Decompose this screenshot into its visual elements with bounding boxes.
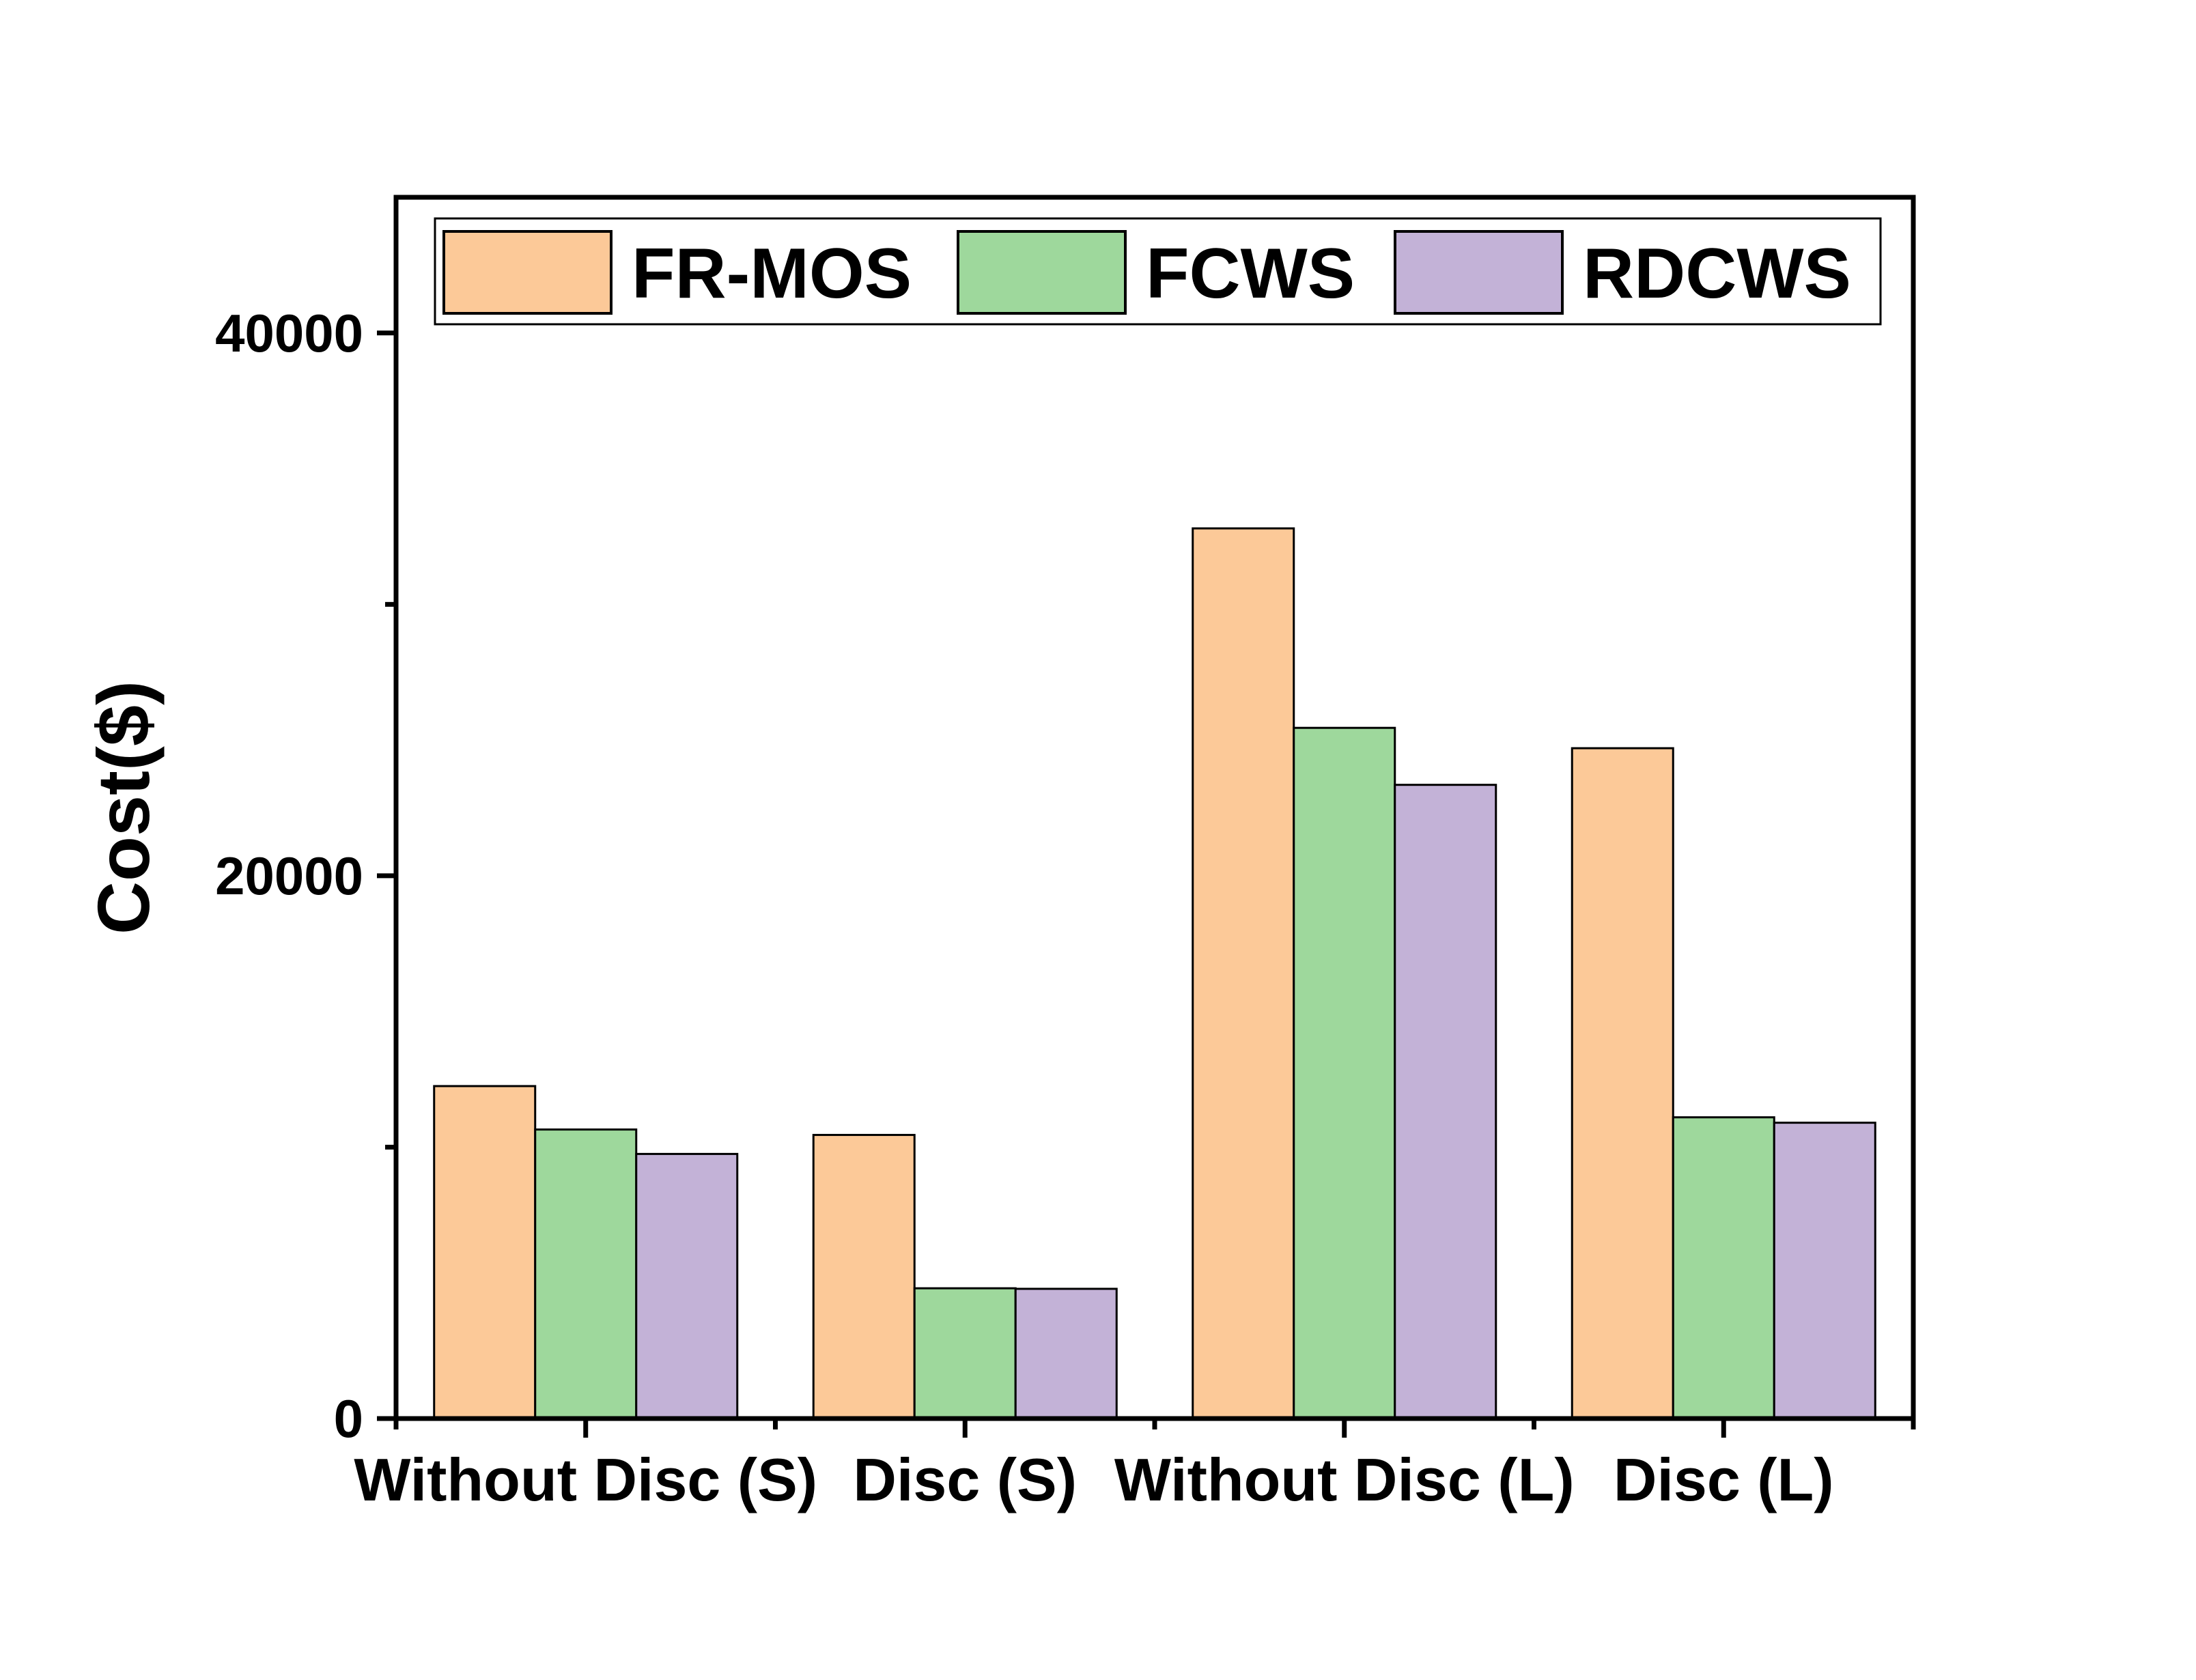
legend-label-fr-mos: FR-MOS bbox=[632, 234, 912, 313]
bar-fcws-1 bbox=[534, 1128, 638, 1420]
y-axis: 0 20000 40000 bbox=[215, 303, 396, 1449]
y-tick-label: 40000 bbox=[215, 303, 363, 363]
bar-fcws-2 bbox=[913, 1287, 1017, 1420]
bar-fcws-4 bbox=[1672, 1116, 1775, 1420]
legend: FR-MOS FCWS RDCWS bbox=[434, 217, 1882, 326]
legend-box bbox=[434, 217, 1882, 326]
legend-swatch-rdcws bbox=[1394, 230, 1564, 315]
bar-rdcws-1 bbox=[635, 1152, 739, 1420]
bar-fcws-3 bbox=[1293, 726, 1396, 1420]
x-category-label: Disc (S) bbox=[853, 1446, 1077, 1513]
bar-fr-mos-4 bbox=[1571, 747, 1674, 1420]
bar-fr-mos-2 bbox=[812, 1134, 916, 1420]
legend-swatch-fr-mos bbox=[442, 230, 613, 315]
legend-label-rdcws: RDCWS bbox=[1583, 234, 1851, 313]
bar-fr-mos-1 bbox=[433, 1085, 537, 1420]
bar-rdcws-2 bbox=[1014, 1287, 1118, 1420]
x-axis: Without Disc (S) Disc (S) Without Disc (L)… bbox=[354, 1419, 1916, 1513]
bar-rdcws-3 bbox=[1394, 784, 1497, 1420]
legend-label-fcws: FCWS bbox=[1146, 234, 1355, 313]
x-category-label: Disc (L) bbox=[1614, 1446, 1834, 1513]
x-category-label: Without Disc (S) bbox=[354, 1446, 817, 1513]
bar-fr-mos-3 bbox=[1192, 527, 1295, 1420]
bar-rdcws-4 bbox=[1773, 1122, 1876, 1420]
legend-swatch-fcws bbox=[957, 230, 1127, 315]
y-tick-label: 0 bbox=[334, 1389, 363, 1449]
y-tick-label: 20000 bbox=[215, 846, 363, 906]
x-category-label: Without Disc (L) bbox=[1114, 1446, 1575, 1513]
bars-layer bbox=[433, 527, 1876, 1420]
y-axis-title: Cost($) bbox=[82, 681, 165, 935]
